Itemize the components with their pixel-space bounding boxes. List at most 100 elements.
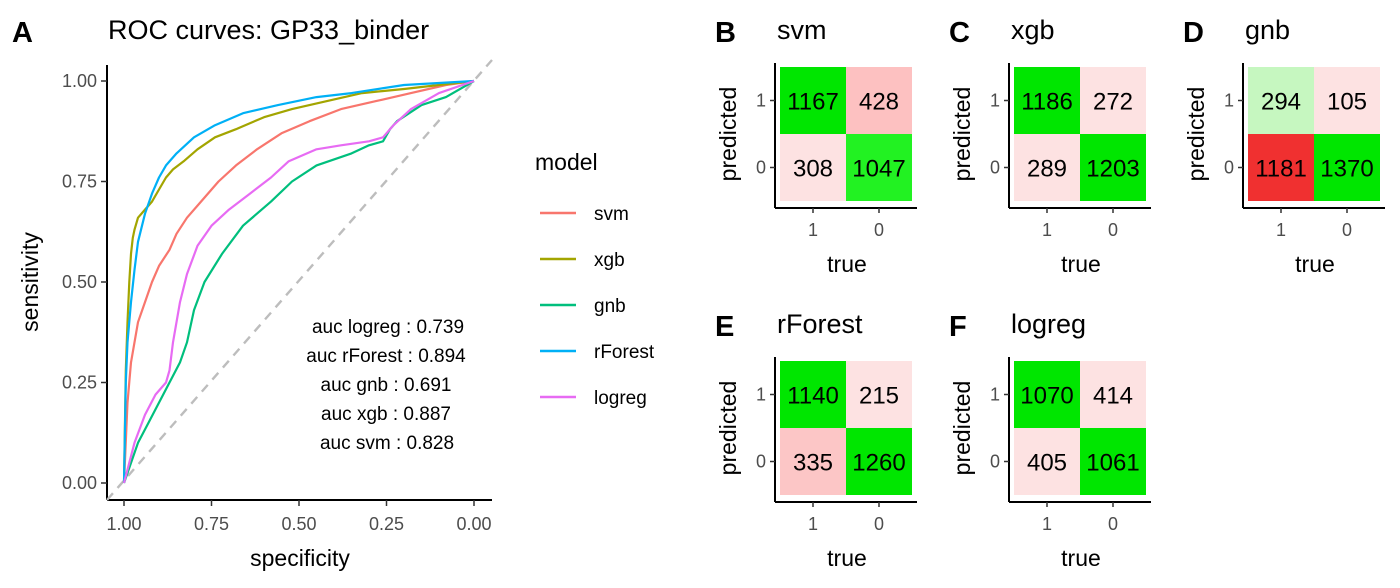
x-tick-label: 0.25 [369,514,404,534]
matrix-cell [846,67,912,134]
y-tick-label: 1.00 [62,71,97,91]
matrix-cell [1248,134,1314,201]
matrix-x-axis-label: true [827,545,867,571]
roc-curve-rforest [122,79,475,484]
legend-label: gnb [594,296,626,317]
matrix-cell-value: 335 [793,450,833,477]
x-tick-label: 1 [1042,514,1052,534]
x-tick-label: 0 [1108,220,1118,240]
matrix-cell-value: 308 [793,156,833,183]
matrix-cell-value: 272 [1093,89,1133,116]
matrix-y-axis-label: predicted [715,87,741,182]
x-tick-label: 0.00 [456,514,491,534]
matrix-cell-value: 1370 [1320,156,1373,183]
matrix-y-axis-label: predicted [949,381,975,476]
reference-diagonal [106,59,493,501]
matrix-cell [1014,134,1080,201]
panel-letter-a: A [12,17,33,49]
matrix-cell [780,361,846,428]
panel-title: logreg [1011,309,1086,339]
matrix-cell-value: 1061 [1086,450,1139,477]
matrix-y-axis-label: predicted [1183,87,1209,182]
roc-curve-xgb [122,79,475,484]
panel-title: xgb [1011,15,1055,45]
auc-annotation: auc gnb : 0.691 [321,375,452,396]
panel-title: rForest [777,309,863,339]
legend-title: model [535,149,598,175]
y-tick-label: 1 [756,385,766,405]
x-tick-label: 1.00 [106,514,141,534]
matrix-cell-value: 1260 [852,450,905,477]
matrix-cell-value: 1181 [1255,156,1307,183]
legend-label: logreg [594,388,647,409]
matrix-cell-value: 105 [1327,89,1367,116]
matrix-cell [846,428,912,495]
y-tick-label: 0.75 [62,172,97,192]
auc-annotation: auc xgb : 0.887 [321,404,451,425]
roc-title: ROC curves: GP33_binder [108,15,429,45]
x-tick-label: 1 [808,220,818,240]
panel-letter: B [715,17,736,49]
y-tick-label: 1 [990,385,1000,405]
matrix-cell [1314,134,1380,201]
matrix-x-axis-label: true [827,251,867,277]
roc-panel: A ROC curves: GP33_binder 1.00 0.75 0.50 0.… [12,15,655,571]
y-tick-label: 0 [990,158,1000,178]
legend: model svm xgb gnb rForest logreg [535,149,655,409]
matrix-cell-value: 289 [1027,156,1067,183]
x-tick-label: 1 [808,514,818,534]
matrix-cell [1014,67,1080,134]
y-tick-label: 0.25 [62,373,97,393]
matrix-cell-value: 428 [859,89,899,116]
matrix-cell [780,67,846,134]
x-tick-label: 0.50 [281,514,316,534]
legend-label: rForest [594,342,655,363]
panel-letter: C [949,17,970,49]
matrix-cell [1080,67,1146,134]
matrix-cell-value: 405 [1027,450,1067,477]
x-tick-label: 0 [874,514,884,534]
matrix-cell [780,134,846,201]
matrix-cell [1080,361,1146,428]
y-tick-label: 0.50 [62,272,97,292]
panel-title: gnb [1245,15,1290,45]
matrix-cell [1080,134,1146,201]
x-tick-label: 0 [1108,514,1118,534]
matrix-cell-value: 1070 [1020,383,1073,410]
y-tick-label: 0.00 [62,473,97,493]
x-tick-label: 1 [1042,220,1052,240]
matrix-cell-value: 1140 [787,383,839,410]
matrix-cell-value: 1186 [1021,89,1073,116]
matrix-cell-value: 414 [1093,383,1133,410]
x-tick-label: 0 [1342,220,1352,240]
y-tick-label: 1 [756,91,766,111]
roc-plot-area: 1.00 0.75 0.50 0.25 0.00 0.00 0.25 0.50 0.75 1.00 [62,59,493,534]
auc-annotations: auc logreg : 0.739 auc rForest : 0.894 a… [306,317,466,454]
x-tick-label: 0.75 [194,514,229,534]
x-tick-label: 1 [1276,220,1286,240]
matrix-cell-value: 1047 [852,156,905,183]
auc-annotation: auc svm : 0.828 [320,433,454,454]
y-tick-label: 0 [756,452,766,472]
panel-letter: D [1183,17,1204,49]
auc-annotation: auc rForest : 0.894 [306,346,466,367]
matrix-cell [1080,428,1146,495]
legend-label: svm [594,204,629,225]
matrix-cell [1248,67,1314,134]
y-tick-label: 0 [756,158,766,178]
matrix-cell [1014,361,1080,428]
matrix-cell [1314,67,1380,134]
roc-curve-logreg [122,79,475,484]
auc-annotation: auc logreg : 0.739 [312,317,464,338]
matrix-cell [780,428,846,495]
matrix-cell-value: 215 [859,383,899,410]
y-tick-label: 0 [990,452,1000,472]
x-tick-label: 0 [874,220,884,240]
matrix-cell-value: 1203 [1086,156,1139,183]
legend-label: xgb [594,250,625,271]
